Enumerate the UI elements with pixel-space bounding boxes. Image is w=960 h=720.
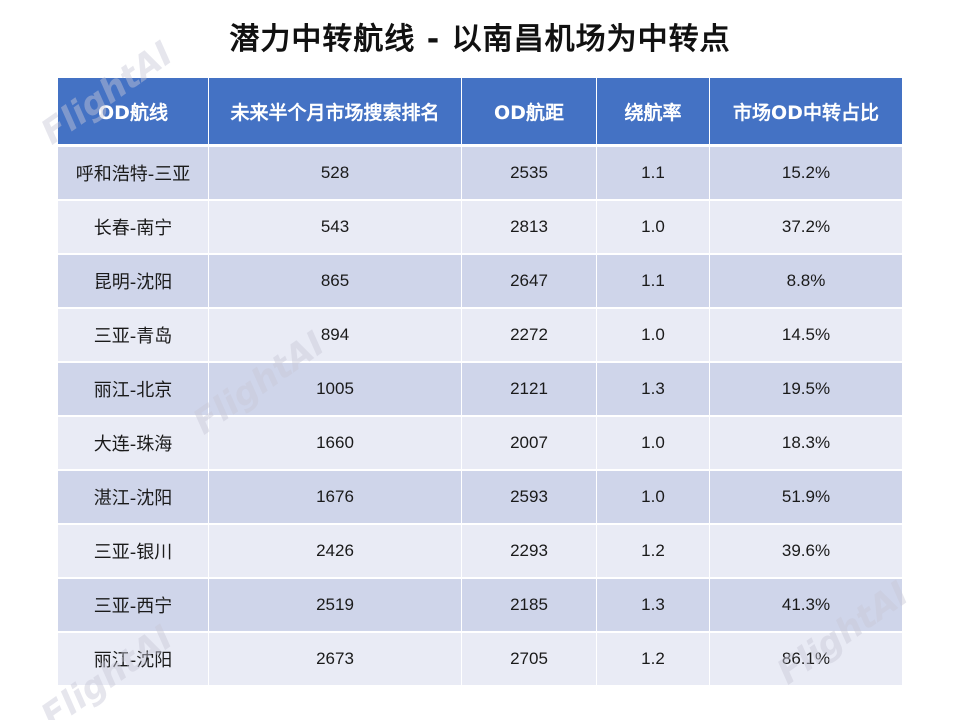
cell-search-rank: 865 <box>208 254 462 309</box>
header-search-rank: 未来半个月市场搜索排名 <box>208 78 462 147</box>
cell-search-rank: 543 <box>208 200 462 255</box>
cell-search-rank: 1005 <box>208 362 462 417</box>
cell-detour-rate: 1.0 <box>596 416 710 471</box>
cell-detour-rate: 1.1 <box>596 145 710 201</box>
table-header-row: OD航线 未来半个月市场搜索排名 OD航距 绕航率 市场OD中转占比 <box>58 78 902 147</box>
cell-transfer-share: 8.8% <box>709 254 902 309</box>
cell-route: 三亚-西宁 <box>58 578 209 633</box>
cell-transfer-share: 41.3% <box>709 578 902 633</box>
header-route: OD航线 <box>58 78 209 147</box>
cell-od-distance: 2272 <box>461 308 597 363</box>
cell-transfer-share: 37.2% <box>709 200 902 255</box>
cell-detour-rate: 1.3 <box>596 362 710 417</box>
cell-transfer-share: 15.2% <box>709 145 902 201</box>
cell-detour-rate: 1.2 <box>596 632 710 687</box>
cell-detour-rate: 1.0 <box>596 200 710 255</box>
cell-detour-rate: 1.2 <box>596 524 710 579</box>
cell-od-distance: 2121 <box>461 362 597 417</box>
table-row: 丽江-沈阳 2673 2705 1.2 86.1% <box>58 632 902 687</box>
cell-detour-rate: 1.3 <box>596 578 710 633</box>
table-row: 昆明-沈阳 865 2647 1.1 8.8% <box>58 254 902 309</box>
cell-search-rank: 1660 <box>208 416 462 471</box>
cell-transfer-share: 14.5% <box>709 308 902 363</box>
cell-route: 丽江-沈阳 <box>58 632 209 687</box>
table-row: 长春-南宁 543 2813 1.0 37.2% <box>58 200 902 255</box>
cell-detour-rate: 1.0 <box>596 308 710 363</box>
cell-detour-rate: 1.0 <box>596 470 710 525</box>
table-row: 三亚-青岛 894 2272 1.0 14.5% <box>58 308 902 363</box>
cell-od-distance: 2813 <box>461 200 597 255</box>
cell-search-rank: 1676 <box>208 470 462 525</box>
table-row: 呼和浩特-三亚 528 2535 1.1 15.2% <box>58 145 902 201</box>
page-title: 潜力中转航线 - 以南昌机场为中转点 <box>229 22 731 57</box>
cell-od-distance: 2293 <box>461 524 597 579</box>
cell-transfer-share: 86.1% <box>709 632 902 687</box>
cell-od-distance: 2705 <box>461 632 597 687</box>
cell-search-rank: 528 <box>208 145 462 201</box>
cell-od-distance: 2185 <box>461 578 597 633</box>
table-row: 三亚-银川 2426 2293 1.2 39.6% <box>58 524 902 579</box>
cell-route: 丽江-北京 <box>58 362 209 417</box>
header-od-distance: OD航距 <box>461 78 597 147</box>
header-detour-rate: 绕航率 <box>596 78 710 147</box>
table-row: 大连-珠海 1660 2007 1.0 18.3% <box>58 416 902 471</box>
cell-transfer-share: 19.5% <box>709 362 902 417</box>
cell-od-distance: 2007 <box>461 416 597 471</box>
cell-route: 三亚-银川 <box>58 524 209 579</box>
od-route-table: OD航线 未来半个月市场搜索排名 OD航距 绕航率 市场OD中转占比 呼和浩特-… <box>58 78 902 687</box>
cell-search-rank: 2426 <box>208 524 462 579</box>
table-row: 三亚-西宁 2519 2185 1.3 41.3% <box>58 578 902 633</box>
cell-route: 大连-珠海 <box>58 416 209 471</box>
cell-od-distance: 2535 <box>461 145 597 201</box>
cell-od-distance: 2593 <box>461 470 597 525</box>
cell-search-rank: 2673 <box>208 632 462 687</box>
cell-transfer-share: 39.6% <box>709 524 902 579</box>
cell-transfer-share: 18.3% <box>709 416 902 471</box>
cell-route: 长春-南宁 <box>58 200 209 255</box>
cell-transfer-share: 51.9% <box>709 470 902 525</box>
cell-search-rank: 2519 <box>208 578 462 633</box>
cell-route: 湛江-沈阳 <box>58 470 209 525</box>
cell-route: 呼和浩特-三亚 <box>58 145 209 201</box>
cell-detour-rate: 1.1 <box>596 254 710 309</box>
cell-route: 昆明-沈阳 <box>58 254 209 309</box>
cell-route: 三亚-青岛 <box>58 308 209 363</box>
cell-od-distance: 2647 <box>461 254 597 309</box>
table-row: 湛江-沈阳 1676 2593 1.0 51.9% <box>58 470 902 525</box>
table-row: 丽江-北京 1005 2121 1.3 19.5% <box>58 362 902 417</box>
header-transfer-share: 市场OD中转占比 <box>709 78 902 147</box>
cell-search-rank: 894 <box>208 308 462 363</box>
